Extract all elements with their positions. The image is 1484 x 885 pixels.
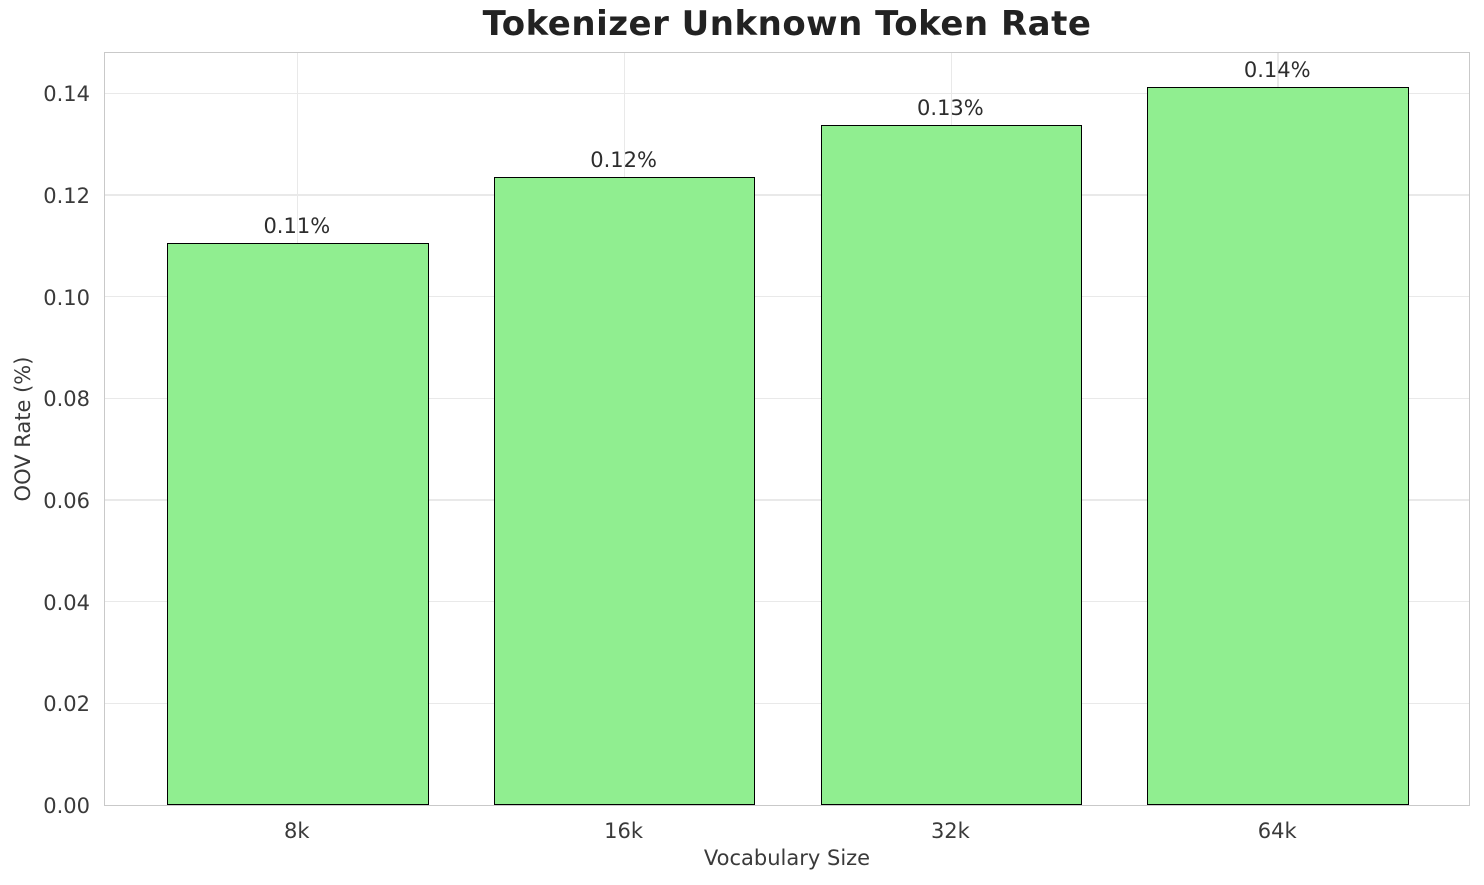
x-tick-label: 8k	[284, 819, 310, 843]
y-tick-label: 0.08	[43, 387, 90, 412]
y-tick-label: 0.14	[43, 82, 90, 107]
y-tick-label: 0.02	[43, 692, 90, 717]
h-gridline	[105, 295, 1469, 298]
h-gridline	[105, 600, 1469, 603]
bar-32k	[820, 124, 1083, 805]
x-axis-label: Vocabulary Size	[703, 846, 871, 870]
h-gridline	[105, 702, 1469, 705]
bar-value-label: 0.11%	[263, 214, 331, 239]
y-tick-label: 0.00	[43, 794, 90, 818]
bar-8k	[167, 243, 429, 805]
y-tick-label: 0.04	[43, 590, 90, 615]
bar-value-label: 0.13%	[917, 95, 984, 120]
y-tick-label: 0.10	[43, 285, 90, 310]
y-axis-label: OOV Rate (%)	[11, 356, 35, 502]
bar-64k	[1147, 87, 1409, 805]
y-tick-label: 0.06	[43, 488, 90, 513]
bar-value-label: 0.14%	[1243, 58, 1311, 83]
chart-title: Tokenizer Unknown Token Rate	[482, 4, 1092, 44]
h-gridline	[105, 194, 1469, 196]
plot-area	[104, 52, 1470, 806]
y-tick-label: 0.12	[43, 183, 90, 208]
bar-value-label: 0.12%	[590, 148, 657, 173]
h-gridline	[105, 92, 1469, 94]
bar-16k	[493, 177, 756, 805]
x-tick-label: 32k	[930, 819, 970, 843]
x-tick-label: 64k	[1257, 819, 1297, 843]
h-gridline	[105, 499, 1469, 501]
x-tick-label: 16k	[604, 819, 644, 843]
h-gridline	[105, 397, 1469, 399]
